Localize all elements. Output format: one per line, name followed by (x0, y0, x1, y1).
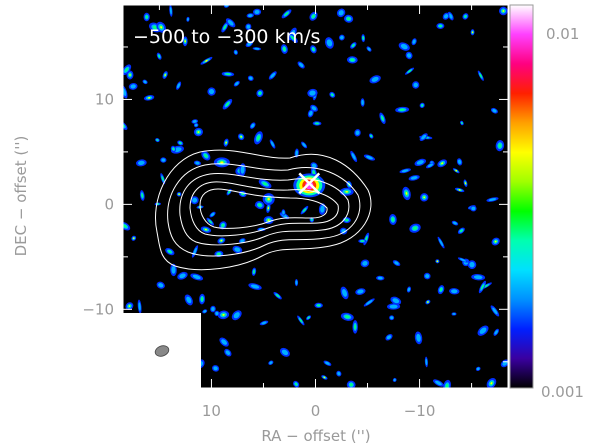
y-tick-labels: 10 0 −10 (82, 90, 114, 318)
x-axis-title: RA − offset ('') (261, 427, 370, 445)
colorbar-max-label: 0.01 (546, 25, 579, 43)
x-tick-label: −10 (404, 402, 436, 420)
contour-3 (179, 172, 350, 246)
velocity-range-label: −500 to −300 km/s (133, 26, 320, 48)
x-tick-label: 10 (202, 402, 221, 420)
axis-ticks (123, 5, 508, 388)
contour-4 (189, 181, 339, 237)
beam-ellipse (154, 345, 170, 357)
contour-5 (199, 188, 328, 229)
x-tick-labels: 10 0 −10 (202, 402, 435, 420)
cross-marker (298, 172, 321, 195)
colorbar-min-label: 0.001 (541, 383, 584, 401)
contour-2 (167, 163, 361, 257)
contour-overlay (155, 149, 372, 271)
y-tick-label: 0 (104, 195, 114, 213)
colorbar (509, 4, 534, 389)
y-axis-title: DEC − offset ('') (12, 136, 30, 257)
y-tick-label: 10 (95, 90, 114, 108)
y-tick-label: −10 (82, 300, 114, 318)
x-tick-label: 0 (311, 402, 321, 420)
contour-1 (155, 149, 372, 271)
